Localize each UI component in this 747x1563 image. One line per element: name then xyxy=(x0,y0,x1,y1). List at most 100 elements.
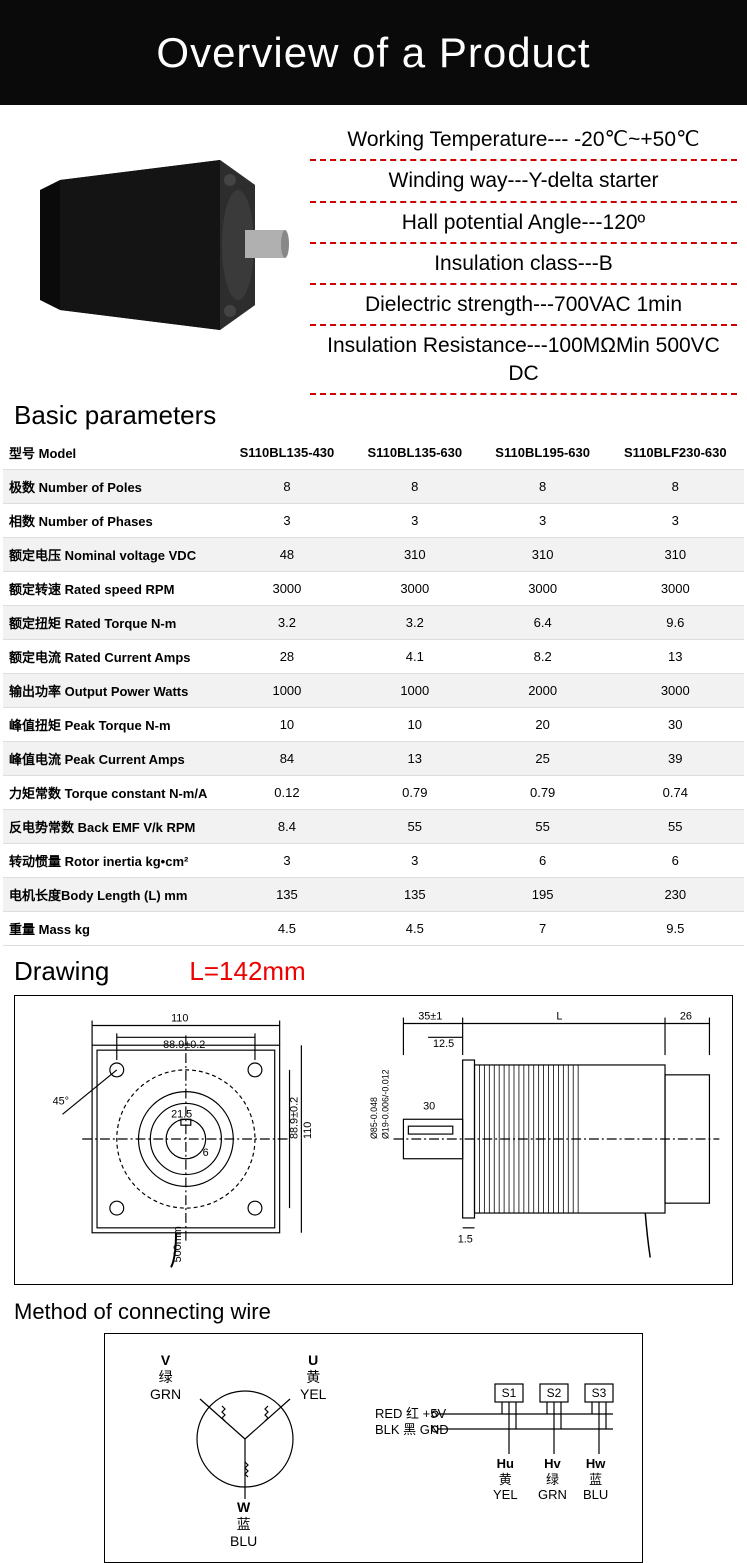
drawing-box: 110 88.9±0.2 21.5 45° 88.9±0.2 110 6 500… xyxy=(14,995,733,1285)
cell-value: 310 xyxy=(351,538,479,572)
cell-value: S110BL195-630 xyxy=(479,436,607,470)
cell-value: 230 xyxy=(607,878,744,912)
drawing-side: 35±1 12.5 30 L 26 Ø19-0.006/-0.012 Ø85-0… xyxy=(359,1004,724,1274)
table-row: 额定转速 Rated speed RPM3000300030003000 xyxy=(3,572,744,606)
cell-value: 6.4 xyxy=(479,606,607,640)
cell-value: 310 xyxy=(479,538,607,572)
svg-text:Ø85-0.048: Ø85-0.048 xyxy=(369,1097,379,1139)
spec-line: Hall potential Angle---120º xyxy=(310,203,737,244)
wiring-title: Method of connecting wire xyxy=(14,1299,733,1325)
cell-value: 6 xyxy=(479,844,607,878)
row-label: 型号 Model xyxy=(3,436,223,470)
svg-text:45°: 45° xyxy=(53,1096,69,1108)
svg-text:21.5: 21.5 xyxy=(171,1108,192,1120)
table-row: 额定电流 Rated Current Amps284.18.213 xyxy=(3,640,744,674)
drawing-title: Drawing xyxy=(14,956,109,987)
cell-value: 3.2 xyxy=(223,606,351,640)
cell-value: 310 xyxy=(607,538,744,572)
cell-value: 3000 xyxy=(223,572,351,606)
table-row: 极数 Number of Poles8888 xyxy=(3,470,744,504)
svg-text:S3: S3 xyxy=(592,1386,607,1400)
params-table: 型号 ModelS110BL135-430S110BL135-630S110BL… xyxy=(3,436,744,946)
cell-value: 195 xyxy=(479,878,607,912)
cell-value: 7 xyxy=(479,912,607,946)
hall-out-hw: Hw 蓝 BLU xyxy=(583,1456,608,1503)
cell-value: 8 xyxy=(479,470,607,504)
spec-line: Insulation Resistance---100MΩMin 500VC D… xyxy=(310,326,737,395)
cell-value: 3000 xyxy=(351,572,479,606)
svg-text:1.5: 1.5 xyxy=(457,1234,472,1246)
row-label: 力矩常数 Torque constant N-m/A xyxy=(3,776,223,810)
cell-value: S110BLF230-630 xyxy=(607,436,744,470)
cell-value: 3 xyxy=(351,504,479,538)
drawing-front: 110 88.9±0.2 21.5 45° 88.9±0.2 110 6 500… xyxy=(23,1004,349,1274)
cell-value: 39 xyxy=(607,742,744,776)
cell-value: 48 xyxy=(223,538,351,572)
cell-value: 0.79 xyxy=(479,776,607,810)
cell-value: 28 xyxy=(223,640,351,674)
drawing-header: Drawing L=142mm xyxy=(14,956,733,987)
row-label: 峰值扭矩 Peak Torque N-m xyxy=(3,708,223,742)
cell-value: 3000 xyxy=(607,674,744,708)
cell-value: 8 xyxy=(607,470,744,504)
table-row: 重量 Mass kg4.54.579.5 xyxy=(3,912,744,946)
table-row: 相数 Number of Phases3333 xyxy=(3,504,744,538)
svg-text:88.9±0.2: 88.9±0.2 xyxy=(163,1039,205,1051)
cell-value: S110BL135-630 xyxy=(351,436,479,470)
row-label: 反电势常数 Back EMF V/k RPM xyxy=(3,810,223,844)
svg-text:35±1: 35±1 xyxy=(418,1011,442,1023)
cell-value: 0.79 xyxy=(351,776,479,810)
motor-image xyxy=(10,115,300,375)
cell-value: 13 xyxy=(607,640,744,674)
cell-value: 4.1 xyxy=(351,640,479,674)
drawing-length: L=142mm xyxy=(189,956,305,987)
cell-value: 25 xyxy=(479,742,607,776)
row-label: 额定电压 Nominal voltage VDC xyxy=(3,538,223,572)
svg-text:500mm: 500mm xyxy=(172,1226,184,1262)
header-banner: Overview of a Product xyxy=(0,0,747,105)
cell-value: 3 xyxy=(223,844,351,878)
cell-value: 84 xyxy=(223,742,351,776)
cell-value: 55 xyxy=(479,810,607,844)
table-row: 峰值电流 Peak Current Amps84132539 xyxy=(3,742,744,776)
row-label: 峰值电流 Peak Current Amps xyxy=(3,742,223,776)
y-node-u: U 黄 YEL xyxy=(300,1352,326,1402)
table-row: 反电势常数 Back EMF V/k RPM8.4555555 xyxy=(3,810,744,844)
cell-value: 9.5 xyxy=(607,912,744,946)
cell-value: 8.4 xyxy=(223,810,351,844)
cell-value: 3 xyxy=(607,504,744,538)
svg-text:30: 30 xyxy=(423,1100,435,1112)
spec-line: Insulation class---B xyxy=(310,244,737,285)
cell-value: 6 xyxy=(607,844,744,878)
wiring-box: V 绿 GRN U 黄 YEL W 蓝 BLU xyxy=(104,1333,643,1563)
cell-value: S110BL135-430 xyxy=(223,436,351,470)
table-row: 额定扭矩 Rated Torque N-m3.23.26.49.6 xyxy=(3,606,744,640)
row-label: 额定扭矩 Rated Torque N-m xyxy=(3,606,223,640)
cell-value: 0.12 xyxy=(223,776,351,810)
cell-value: 20 xyxy=(479,708,607,742)
svg-text:S1: S1 xyxy=(502,1386,517,1400)
cell-value: 3 xyxy=(223,504,351,538)
table-row: 额定电压 Nominal voltage VDC48310310310 xyxy=(3,538,744,572)
cell-value: 10 xyxy=(223,708,351,742)
cell-value: 55 xyxy=(351,810,479,844)
svg-text:Ø19-0.006/-0.012: Ø19-0.006/-0.012 xyxy=(380,1069,390,1139)
spec-list: Working Temperature--- -20℃~+50℃ Winding… xyxy=(300,115,737,395)
row-label: 额定转速 Rated speed RPM xyxy=(3,572,223,606)
y-node-w: W 蓝 BLU xyxy=(230,1499,257,1549)
cell-value: 1000 xyxy=(223,674,351,708)
row-label: 转动惯量 Rotor inertia kg•cm² xyxy=(3,844,223,878)
table-row: 输出功率 Output Power Watts1000100020003000 xyxy=(3,674,744,708)
spec-line: Winding way---Y-delta starter xyxy=(310,161,737,202)
svg-text:110: 110 xyxy=(171,1013,188,1025)
svg-text:110: 110 xyxy=(302,1122,314,1139)
hall-power-blk: BLK 黑 GND xyxy=(375,1422,449,1438)
row-label: 输出功率 Output Power Watts xyxy=(3,674,223,708)
svg-text:L: L xyxy=(556,1011,562,1023)
row-label: 极数 Number of Poles xyxy=(3,470,223,504)
cell-value: 4.5 xyxy=(351,912,479,946)
cell-value: 10 xyxy=(351,708,479,742)
svg-text:12.5: 12.5 xyxy=(433,1038,454,1050)
cell-value: 3000 xyxy=(607,572,744,606)
hall-sensor-diagram: S1 S2 S3 RED 红 +5V BLK 黑 GND Hu 黄 YEL Hv… xyxy=(375,1344,655,1552)
